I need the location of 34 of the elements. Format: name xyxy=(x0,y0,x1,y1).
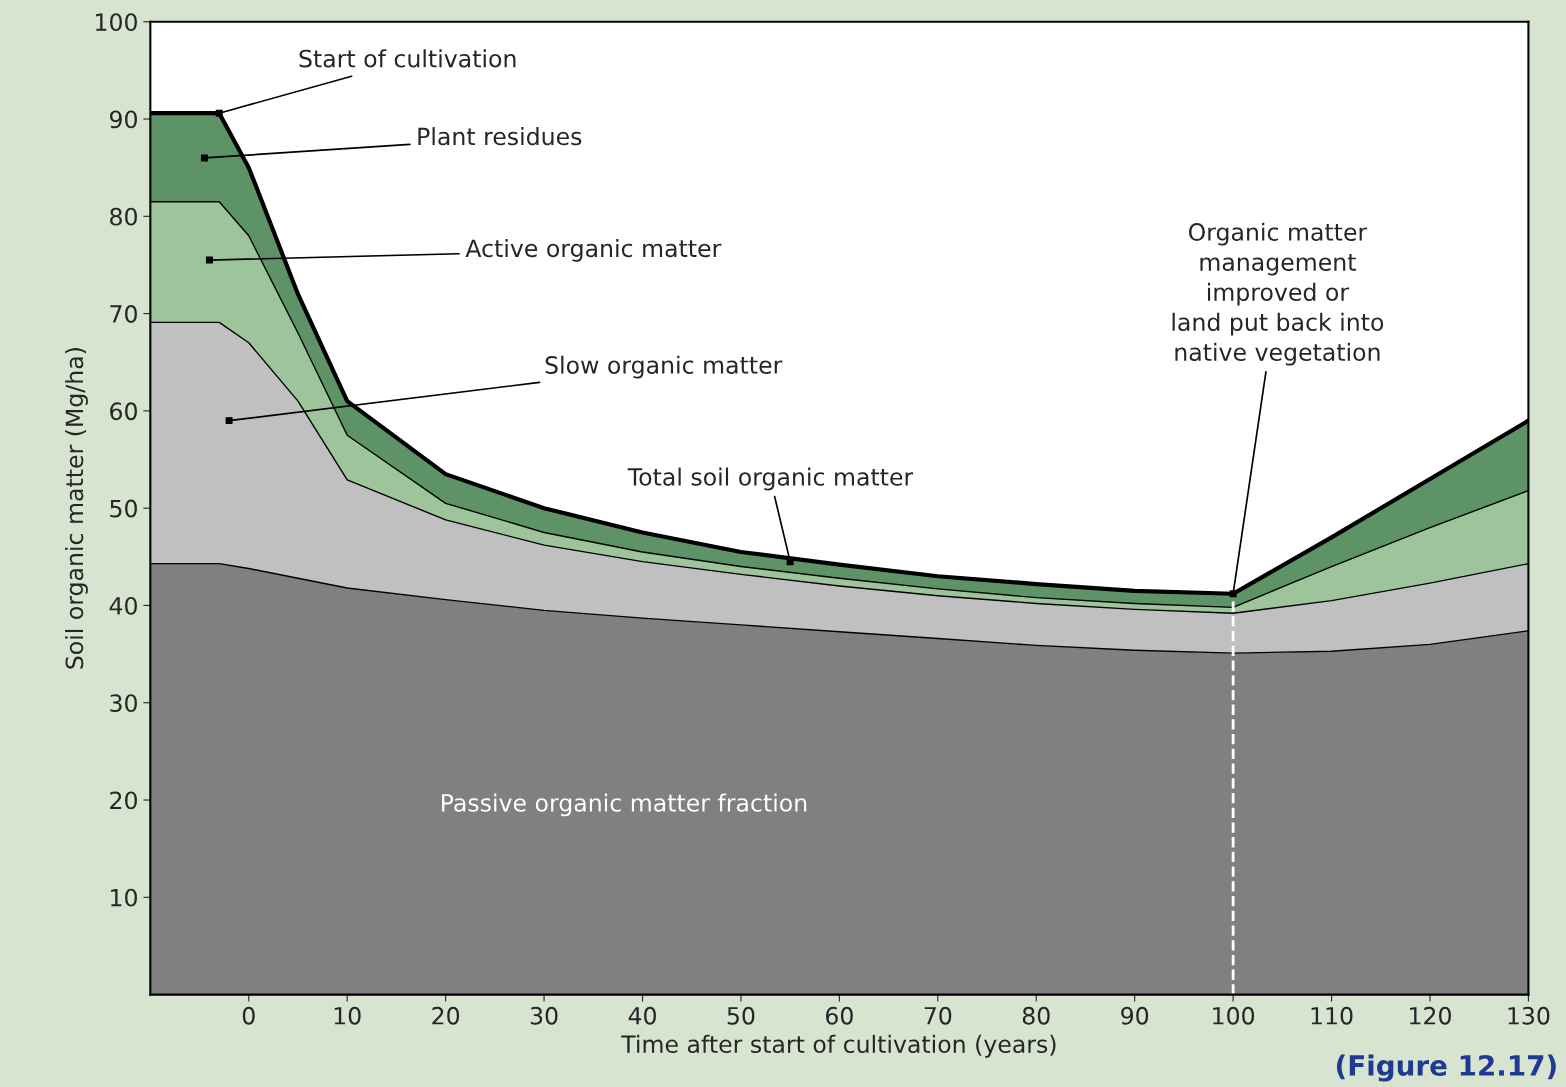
x-axis-title: Time after start of cultivation (years) xyxy=(621,1034,1056,1058)
annotation: Passive organic matter fraction xyxy=(442,793,807,817)
x-tick-label: 30 xyxy=(530,1006,558,1025)
x-tick-label: 0 xyxy=(242,1006,255,1025)
x-tick-label: 10 xyxy=(334,1006,361,1025)
annotation: Total soil organic matter xyxy=(627,467,914,491)
x-tick-label: 40 xyxy=(628,1006,656,1025)
annotation: Start of cultivation xyxy=(299,49,516,68)
x-tick-label: 120 xyxy=(1410,1006,1451,1025)
annotation: Active organic matter xyxy=(465,238,722,262)
y-tick-label: 80 xyxy=(110,207,137,226)
y-tick-label: 10 xyxy=(111,888,137,907)
y-tick-label: 60 xyxy=(110,402,137,421)
y-tick-label: 40 xyxy=(109,596,137,615)
x-tick-label: 50 xyxy=(727,1006,755,1025)
x-tick-label: 20 xyxy=(432,1006,460,1025)
y-tick-label: 30 xyxy=(110,694,137,713)
annotation: Plant residues xyxy=(418,127,582,146)
x-tick-label: 80 xyxy=(1022,1006,1050,1025)
annotation: Slow organic matter xyxy=(545,355,783,379)
x-tick-label: 90 xyxy=(1121,1006,1149,1025)
y-tick-label: 70 xyxy=(110,305,137,323)
y-tick-label: 50 xyxy=(110,499,137,518)
text: (Figure 12.17) xyxy=(1336,1054,1556,1082)
annotation: Organic matter management improved or land put back into native vegetation xyxy=(1172,222,1384,366)
x-tick-label: 70 xyxy=(924,1006,952,1025)
x-tick-label: 60 xyxy=(826,1006,853,1025)
x-tick-label: 100 xyxy=(1213,1006,1255,1025)
y-axis-title: Soil organic matter (Mg/ha) xyxy=(65,348,88,669)
y-tick-label: 90 xyxy=(109,110,137,129)
x-tick-label: 130 xyxy=(1508,1006,1550,1025)
y-tick-label: 100 xyxy=(96,13,137,32)
x-tick-label: 110 xyxy=(1311,1006,1353,1025)
y-tick-label: 20 xyxy=(110,791,137,810)
